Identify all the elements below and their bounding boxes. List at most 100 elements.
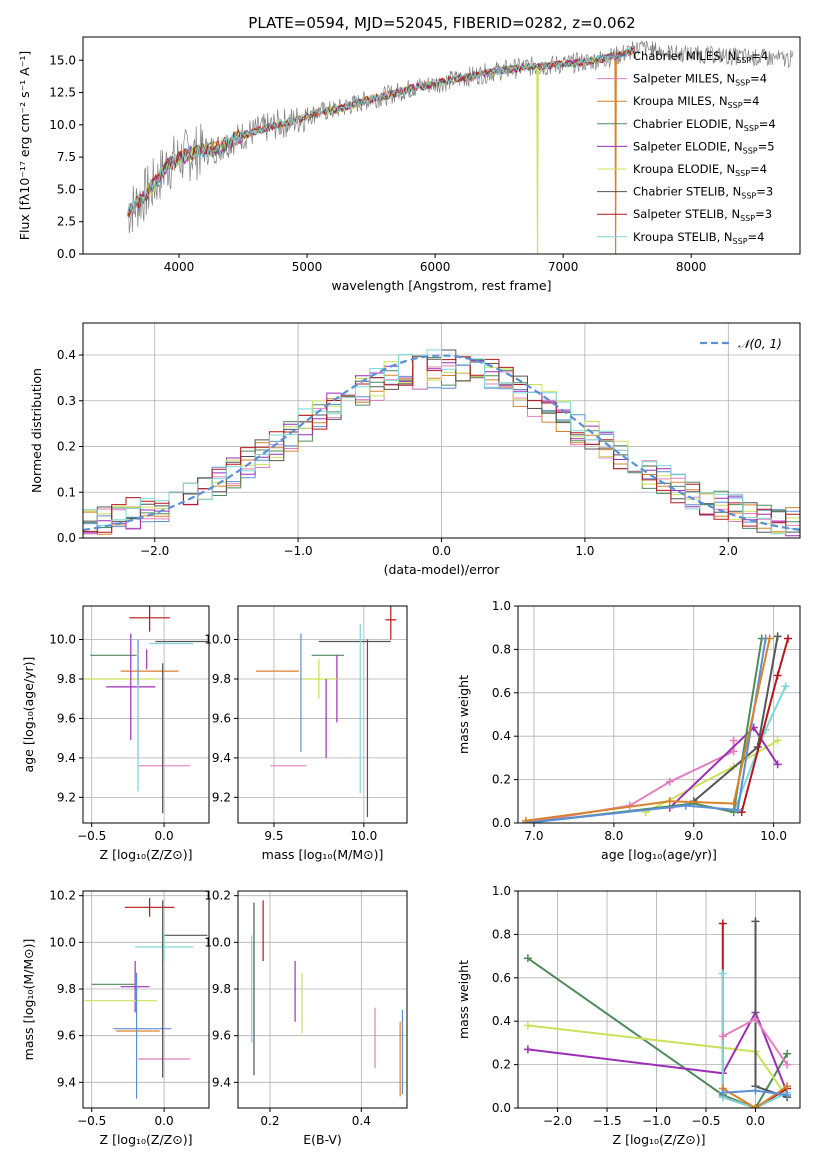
- series-marker: [783, 1090, 792, 1099]
- series-marker: [773, 760, 782, 769]
- x-tick-label: 10.0: [350, 829, 377, 843]
- y-tick-label: 0.2: [492, 773, 511, 787]
- series-marker: [729, 736, 738, 745]
- model-spectrum: [127, 46, 636, 218]
- legend-label: Kroupa STELIB, NSSP=4: [633, 230, 764, 246]
- y-axis-label: Flux [fλ10⁻¹⁷ erg cm⁻² s⁻¹ A⁻¹]: [17, 51, 32, 240]
- x-tick-label: −1.0: [642, 1114, 671, 1128]
- y-axis-label: mass weight: [456, 675, 471, 754]
- model-spectrum: [127, 45, 636, 218]
- x-tick-label: 8000: [676, 260, 707, 274]
- x-tick-label: 6000: [420, 260, 451, 274]
- y-tick-label: 9.6: [57, 1029, 76, 1043]
- y-tick-label: 5.0: [57, 182, 76, 196]
- chart-spectrum: Chabrier MILES, NSSP=4 Salpeter MILES, NS…: [17, 36, 801, 293]
- x-tick-label: 0.2: [260, 1114, 279, 1128]
- chart-mass-vs-z: −0.5 0.0 9.4 9.6 9.8 10.0 10.2 Z [log₁₀(Z/Z⊙)] m…: [21, 889, 210, 1147]
- series-marker: [784, 634, 793, 643]
- legend-label: Chabrier STELIB, NSSP=3: [633, 185, 773, 201]
- x-tick-label: 5000: [292, 260, 323, 274]
- y-tick-label: 10.0: [49, 633, 76, 647]
- axes-frame: [517, 605, 801, 824]
- model-spectrum: [127, 45, 636, 219]
- series-marker: [751, 1086, 760, 1095]
- x-tick-label: 2.0: [719, 544, 738, 558]
- y-tick-label: 9.4: [57, 751, 76, 765]
- x-tick-label: 10.0: [760, 829, 787, 843]
- x-tick-label: −1.5: [592, 1114, 621, 1128]
- y-tick-label: 0.4: [492, 729, 511, 743]
- axes-frame: [517, 890, 801, 1109]
- series-marker: [718, 1032, 727, 1041]
- series-marker: [783, 1049, 792, 1058]
- legend-label: Salpeter STELIB, NSSP=3: [633, 207, 772, 223]
- x-axis-label: (data-model)/error: [384, 562, 501, 577]
- chart-age-vs-mass: 9.5 10.0 9.2 9.4 9.6 9.8 10.0 mass [log₁₀(M/M⊙)…: [204, 605, 408, 862]
- plot-area: [84, 898, 208, 1099]
- x-tick-label: −1.0: [284, 544, 313, 558]
- series-marker: [733, 805, 742, 814]
- series-marker: [729, 799, 738, 808]
- y-tick-label: 10.0: [204, 633, 231, 647]
- axes-frame: [237, 605, 408, 824]
- chart-age-vs-z: −0.5 0.0 9.2 9.4 9.6 9.8 10.0 Z [log₁₀(Z/Z⊙)] ag…: [21, 605, 210, 862]
- spectrum-dip: [614, 55, 617, 254]
- y-tick-label: 0.0: [492, 1101, 511, 1115]
- series-marker: [751, 917, 760, 926]
- x-axis-label: E(B-V): [303, 1132, 342, 1147]
- model-spectrum: [127, 48, 636, 215]
- series-marker: [521, 816, 530, 823]
- plot-area: [251, 900, 404, 1097]
- y-tick-label: 10.0: [204, 935, 231, 949]
- series-marker: [783, 1060, 792, 1069]
- y-tick-label: 9.8: [212, 672, 231, 686]
- x-tick-label: −0.5: [691, 1114, 720, 1128]
- y-tick-label: 12.5: [49, 86, 76, 100]
- y-tick-label: 1.0: [492, 884, 511, 898]
- y-tick-label: 0.6: [492, 686, 511, 700]
- y-tick-label: 10.0: [49, 935, 76, 949]
- series-marker: [765, 634, 774, 643]
- y-axis-label: mass [log₁₀(M/M⊙)]: [21, 939, 36, 1061]
- series-line: [525, 638, 763, 823]
- y-tick-label: 0.2: [492, 1058, 511, 1072]
- series-marker: [523, 1021, 532, 1030]
- y-tick-label: 10.0: [49, 118, 76, 132]
- y-tick-label: 9.8: [57, 982, 76, 996]
- histogram-step: [83, 349, 800, 535]
- x-axis-label: age [log₁₀(age/yr)]: [601, 847, 717, 862]
- y-tick-label: 15.0: [49, 53, 76, 67]
- y-axis-label: age [log₁₀(age/yr)]: [21, 657, 36, 773]
- figure-title: PLATE=0594, MJD=52045, FIBERID=0282, z=0…: [248, 14, 635, 32]
- x-tick-label: 0.0: [746, 1114, 765, 1128]
- legend-label: 𝒩(0, 1): [738, 337, 782, 351]
- y-tick-label: 0.0: [492, 816, 511, 830]
- model-spectrum: [127, 46, 636, 216]
- y-tick-label: 0.2: [57, 440, 76, 454]
- series-line: [527, 957, 788, 1108]
- x-tick-label: 0.0: [155, 1114, 174, 1128]
- x-tick-label: −0.5: [77, 1114, 106, 1128]
- y-tick-label: 0.8: [492, 642, 511, 656]
- y-tick-label: 2.5: [57, 215, 76, 229]
- x-tick-label: 0.4: [352, 1114, 371, 1128]
- series-marker: [783, 1082, 792, 1091]
- y-tick-label: 7.5: [57, 150, 76, 164]
- y-tick-label: 0.8: [492, 927, 511, 941]
- series-marker: [773, 632, 782, 641]
- x-tick-label: −2.0: [543, 1114, 572, 1128]
- x-axis-label: Z [log₁₀(Z/Z⊙)]: [613, 1132, 706, 1147]
- x-tick-label: 0.0: [432, 544, 451, 558]
- axes-frame: [82, 36, 801, 255]
- y-tick-label: 0.3: [57, 394, 76, 408]
- legend-label: Salpeter ELODIE, NSSP=5: [633, 139, 775, 155]
- y-tick-label: 9.2: [212, 790, 231, 804]
- plot-area: [521, 632, 793, 823]
- series-line: [527, 1010, 789, 1094]
- axes-frame: [237, 890, 408, 1109]
- x-tick-label: 1.0: [575, 544, 594, 558]
- series-marker: [773, 736, 782, 745]
- legend-label: Chabrier ELODIE, NSSP=4: [633, 117, 776, 133]
- series-marker: [523, 954, 532, 963]
- x-tick-label: 7000: [548, 260, 579, 274]
